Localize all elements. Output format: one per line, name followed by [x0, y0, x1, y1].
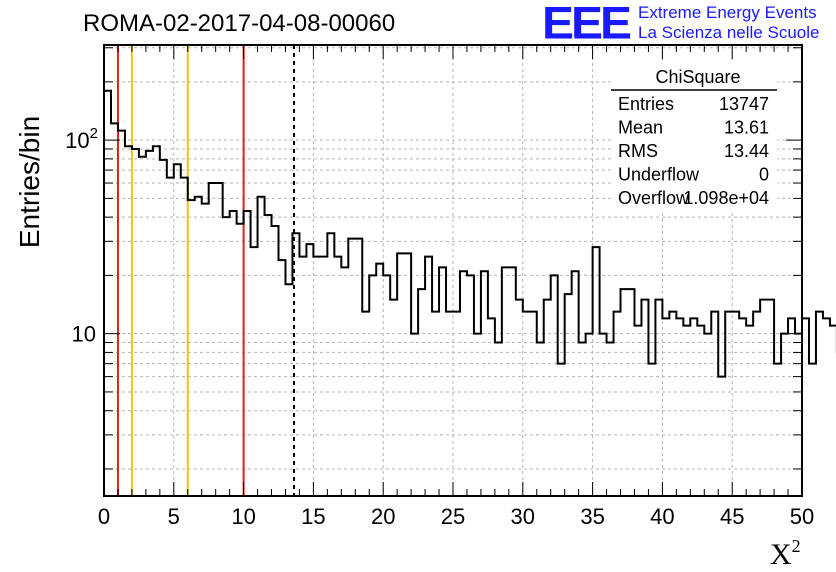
logo-line-2: La Scienza nelle Scuole — [638, 23, 820, 42]
x-tick-label: 45 — [720, 504, 744, 529]
x-tick-label: 35 — [580, 504, 604, 529]
stats-row-value: 13.61 — [724, 118, 769, 138]
x-tick-label: 30 — [511, 504, 535, 529]
x-tick-label: 20 — [371, 504, 395, 529]
x-tick-label: 40 — [650, 504, 674, 529]
eee-logo: EEE — [542, 0, 632, 49]
y-axis-label: Entries/bin — [14, 115, 45, 249]
stats-row-label: Underflow — [618, 165, 700, 185]
x-tick-label: 5 — [168, 504, 180, 529]
x-tick-label: 10 — [231, 504, 255, 529]
stats-row-value: 13.44 — [724, 141, 769, 161]
stats-row-label: Entries — [618, 94, 674, 114]
x-axis-label: X2 — [770, 536, 801, 572]
x-tick-label: 25 — [441, 504, 465, 529]
stats-box-bg — [611, 62, 777, 212]
stats-row-value: 0 — [759, 165, 769, 185]
histogram-series — [104, 89, 836, 378]
x-axis-label-base: X — [770, 538, 792, 571]
stats-box-title: ChiSquare — [655, 67, 740, 87]
stats-row-value: 13747 — [719, 94, 769, 114]
stats-row-label: Overflow — [618, 188, 690, 208]
y-tick-label: 10 — [72, 322, 96, 347]
stats-row-label: RMS — [618, 141, 658, 161]
run-title: ROMA-02-2017-04-08-00060 — [83, 10, 396, 37]
x-axis-label-sup: 2 — [791, 536, 801, 556]
stats-row-label: Mean — [618, 118, 663, 138]
stats-row-value: 1.098e+04 — [683, 188, 769, 208]
x-tick-label: 0 — [98, 504, 110, 529]
x-tick-label: 15 — [301, 504, 325, 529]
x-tick-label: 50 — [790, 504, 814, 529]
y-tick-label: 102 — [65, 125, 98, 153]
logo-line-1: Extreme Energy Events — [638, 3, 817, 22]
